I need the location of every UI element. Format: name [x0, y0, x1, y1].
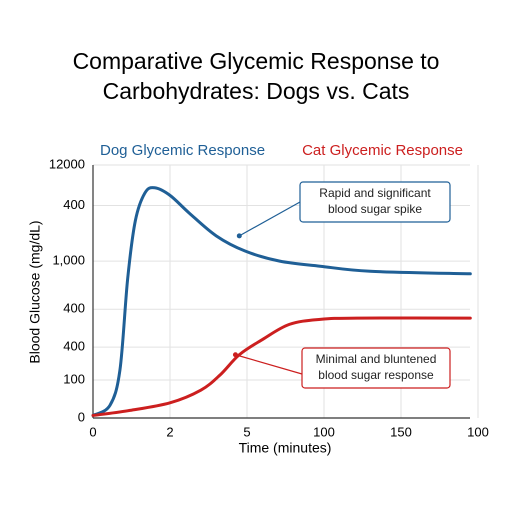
y-tick-label: 400: [63, 301, 85, 316]
annotation-text: Rapid and significant: [319, 186, 431, 200]
x-axis-label: Time (minutes): [239, 440, 332, 456]
legend-entry: Dog Glycemic Response: [100, 142, 265, 159]
annotation-point: [236, 233, 242, 239]
series-line: [91, 186, 472, 417]
x-tick-label: 100: [467, 424, 489, 439]
x-tick-label: 150: [390, 424, 412, 439]
chart-title: Carbohydrates: Dogs vs. Cats: [103, 78, 410, 104]
annotation-text: blood sugar response: [318, 368, 434, 382]
y-axis-label: Blood Glucose (mg/dL): [27, 220, 43, 363]
y-tick-label: 1,000: [52, 253, 85, 268]
y-tick-label: 400: [63, 339, 85, 354]
series-line: [91, 316, 472, 417]
chart-title: Comparative Glycemic Response to: [73, 48, 440, 74]
annotation-arrow: [239, 201, 301, 237]
annotation-box: [299, 181, 451, 223]
legend-entry: Cat Glycemic Response: [302, 142, 463, 159]
annotation-box: [301, 347, 451, 389]
annotation-point: [232, 352, 238, 358]
annotation-arrow: [235, 354, 303, 375]
y-tick-label: 12000: [49, 156, 85, 171]
x-tick-label: 100: [313, 424, 335, 439]
x-tick-label: 0: [89, 424, 96, 439]
y-tick-label: 400: [63, 197, 85, 212]
x-tick-label: 5: [243, 424, 250, 439]
x-tick-label: 2: [166, 424, 173, 439]
annotation-text: Minimal and bluntened: [316, 352, 437, 366]
annotation-text: blood sugar spike: [328, 202, 422, 216]
y-tick-label: 100: [63, 371, 85, 386]
y-tick-label: 0: [78, 409, 85, 424]
